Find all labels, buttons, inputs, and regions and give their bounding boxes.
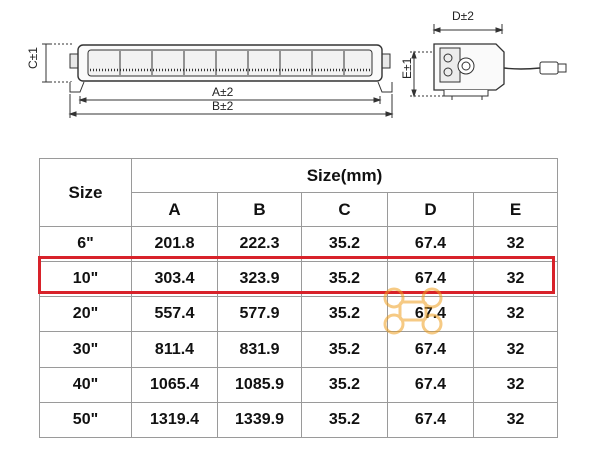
- table-cell: 32: [472, 261, 559, 298]
- table-cell: 35.2: [301, 261, 388, 298]
- row-size-cell: 6": [39, 225, 132, 263]
- row-size-cell: 40": [39, 366, 132, 403]
- column-header-b: B: [217, 192, 302, 227]
- table-cell: 67.4: [387, 366, 474, 403]
- size-column-header: Size: [39, 158, 132, 227]
- table-cell: 32: [472, 331, 559, 368]
- dim-e-label: E±1: [400, 57, 414, 79]
- table-cell: 35.2: [301, 366, 388, 403]
- table-cell: 35.2: [301, 225, 388, 263]
- dim-d-label: D±2: [452, 9, 474, 23]
- table-row: 50" 1319.4 1339.9 35.2 67.4 32: [39, 401, 559, 439]
- table-row: 10" 303.4 323.9 35.2 67.4 32: [39, 261, 559, 298]
- table-cell: 32: [472, 401, 559, 439]
- column-header-e: E: [472, 192, 559, 227]
- row-size-cell: 20": [39, 296, 132, 333]
- table-cell: 831.9: [217, 331, 302, 368]
- column-header-d: D: [387, 192, 474, 227]
- table-cell: 32: [472, 296, 559, 333]
- table-cell: 35.2: [301, 331, 388, 368]
- table-cell: 32: [472, 366, 559, 403]
- table-cell: 1065.4: [131, 366, 218, 403]
- light-bar-side-view: [410, 24, 567, 100]
- table-cell: 1085.9: [217, 366, 302, 403]
- row-size-cell: 10": [39, 261, 132, 298]
- table-subheader-row: A B C D E: [40, 192, 559, 227]
- dimension-diagram: C±1 A±2 B±2: [0, 0, 597, 140]
- column-header-c: C: [301, 192, 388, 227]
- table-cell: 32: [472, 225, 559, 263]
- table-header-row: Size Size(mm): [39, 158, 559, 227]
- table-cell: 1319.4: [131, 401, 218, 439]
- table-cell: 323.9: [217, 261, 302, 298]
- table-cell: 577.9: [217, 296, 302, 333]
- table-row: 30" 811.4 831.9 35.2 67.4 32: [39, 331, 559, 368]
- table-cell: 303.4: [131, 261, 218, 298]
- watermark-logo: [383, 287, 443, 335]
- row-size-cell: 30": [39, 331, 132, 368]
- table-cell: 67.4: [387, 225, 474, 263]
- row-size-cell: 50": [39, 401, 132, 439]
- table-row: 6" 201.8 222.3 35.2 67.4 32: [39, 225, 559, 263]
- table-cell: 811.4: [131, 331, 218, 368]
- table-row: 20" 557.4 577.9 35.2 67.4 32: [39, 296, 559, 333]
- column-header-a: A: [131, 192, 218, 227]
- dimension-table: Size Size(mm) A B C D E 6" 201.8 222.3 3…: [39, 158, 559, 439]
- table-cell: 1339.9: [217, 401, 302, 439]
- light-bar-front-view: [42, 43, 394, 118]
- dim-c-label: C±1: [26, 47, 40, 69]
- table-cell: 35.2: [301, 296, 388, 333]
- dim-a-label: A±2: [212, 85, 234, 99]
- table-cell: 35.2: [301, 401, 388, 439]
- light-bar-drawing: C±1 A±2 B±2: [26, 9, 567, 118]
- table-cell: 201.8: [131, 225, 218, 263]
- dim-b-label: B±2: [212, 99, 234, 113]
- table-cell: 222.3: [217, 225, 302, 263]
- table-cell: 557.4: [131, 296, 218, 333]
- table-cell: 67.4: [387, 401, 474, 439]
- table-row: 40" 1065.4 1085.9 35.2 67.4 32: [39, 366, 559, 403]
- size-mm-header: Size(mm): [130, 158, 559, 193]
